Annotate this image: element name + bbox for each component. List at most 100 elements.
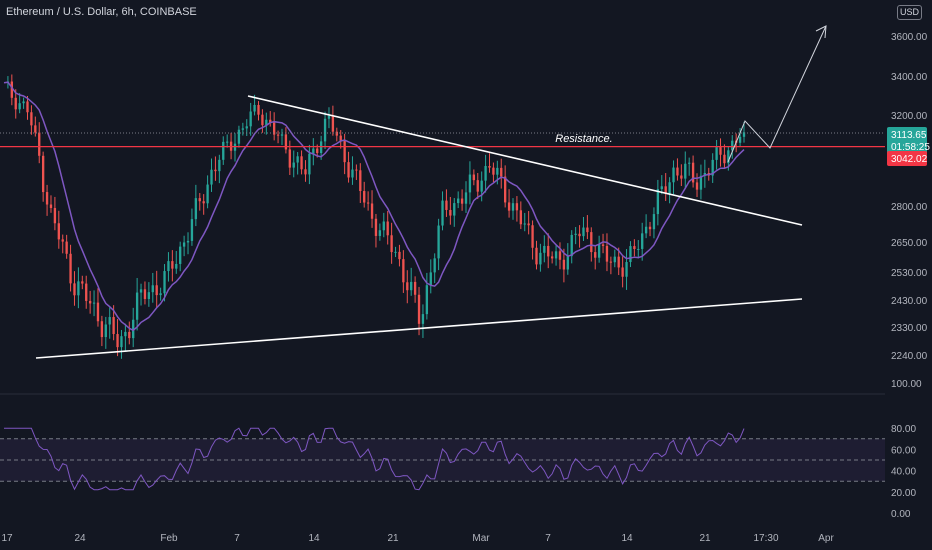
ascending-trendline <box>35 298 803 359</box>
candle-body <box>609 261 613 263</box>
candle-body <box>171 261 174 269</box>
candle-body <box>519 210 522 225</box>
candle-body <box>308 153 311 175</box>
candle-body <box>457 198 460 204</box>
candle-body <box>410 281 413 291</box>
candle-body <box>22 101 25 104</box>
candle-body <box>699 175 703 190</box>
candle-body <box>100 321 104 338</box>
candle-body <box>198 198 201 202</box>
candle-body <box>363 191 366 203</box>
candle-body <box>406 282 409 291</box>
time-tick-label: 21 <box>387 533 399 544</box>
candle-body <box>625 262 628 277</box>
candle-body <box>394 251 397 253</box>
candle-body <box>390 235 393 253</box>
candle-body <box>237 129 241 144</box>
candle-body <box>249 111 252 127</box>
projection-arrow <box>727 25 827 163</box>
time-tick-label: Feb <box>160 533 178 544</box>
candle-body <box>554 251 558 259</box>
candle-body <box>124 331 127 337</box>
candle-body <box>132 319 135 339</box>
chart-title: Ethereum / U.S. Dollar, 6h, COINBASE <box>6 6 197 18</box>
candle-body <box>547 245 550 257</box>
candle-body <box>18 103 21 110</box>
candle-body <box>613 256 616 263</box>
time-tick-label: 17 <box>1 533 13 544</box>
candle-body <box>691 162 695 183</box>
candle-body <box>731 140 734 151</box>
candle-body <box>605 245 609 262</box>
candle-body <box>143 289 147 299</box>
candle-body <box>233 143 237 151</box>
moving-average-line <box>3 81 745 332</box>
descending-trendline <box>247 95 803 226</box>
candle-body <box>272 122 276 135</box>
candle-body <box>511 203 515 211</box>
rsi-tick-label: 100.00 <box>891 379 922 390</box>
candle-body <box>464 192 468 204</box>
candle-body <box>292 162 295 168</box>
candle-body <box>484 166 487 181</box>
candle-body <box>594 252 597 258</box>
candle-body <box>566 256 569 270</box>
candle-body <box>738 136 742 143</box>
current-price-tag-text: 3113.65 <box>891 130 927 141</box>
candle-body <box>335 131 338 136</box>
candle-body <box>241 128 245 130</box>
time-tick-label: 14 <box>621 533 633 544</box>
candle-body <box>398 251 401 260</box>
candle-body <box>319 141 323 154</box>
candle-body <box>312 148 315 154</box>
arrow-head <box>815 25 827 39</box>
candle-body <box>672 167 675 183</box>
candle-body <box>108 317 111 325</box>
price-tick-label: 3600.00 <box>891 32 928 43</box>
price-tick-label: 3200.00 <box>891 111 928 122</box>
candle-body <box>14 97 17 110</box>
candle-body <box>69 253 72 284</box>
currency-button[interactable]: USD <box>897 5 922 20</box>
candle-body <box>727 150 730 164</box>
candle-body <box>633 246 636 250</box>
candle-body <box>441 200 444 226</box>
candle-body <box>562 259 566 270</box>
time-tick-label: 7 <box>234 533 240 544</box>
candle-body <box>265 119 268 126</box>
candle-body <box>257 104 260 115</box>
candle-body <box>347 162 350 178</box>
time-tick-label: Mar <box>472 533 490 544</box>
candle-body <box>621 267 624 277</box>
time-tick-label: 14 <box>308 533 320 544</box>
candle-body <box>323 118 327 142</box>
candle-body <box>570 234 573 257</box>
candle-body <box>296 156 299 163</box>
candle-body <box>711 159 714 176</box>
candle-body <box>590 232 593 253</box>
candle-body <box>316 148 319 154</box>
rsi-tick-label: 80.00 <box>891 424 916 435</box>
candle-body <box>151 285 154 293</box>
candle-body <box>77 281 80 296</box>
candle-body <box>280 134 284 136</box>
candle-body <box>617 256 620 268</box>
candle-body <box>453 203 456 216</box>
candle-body <box>680 175 683 179</box>
rsi-tick-label: 40.00 <box>891 467 916 478</box>
candle-body <box>488 166 491 168</box>
time-tick-label: Apr <box>818 533 834 544</box>
candle-body <box>45 192 49 205</box>
candle-body <box>378 230 382 236</box>
candle-body <box>210 169 213 185</box>
candle-body <box>449 209 452 216</box>
price-tick-label: 2430.00 <box>891 296 928 307</box>
candle-body <box>433 258 436 273</box>
candle-body <box>159 293 162 296</box>
candle-body <box>288 149 291 168</box>
candle-body <box>437 225 440 259</box>
candle-body <box>629 246 632 263</box>
candle-body <box>104 324 107 338</box>
candle-body <box>425 285 429 315</box>
